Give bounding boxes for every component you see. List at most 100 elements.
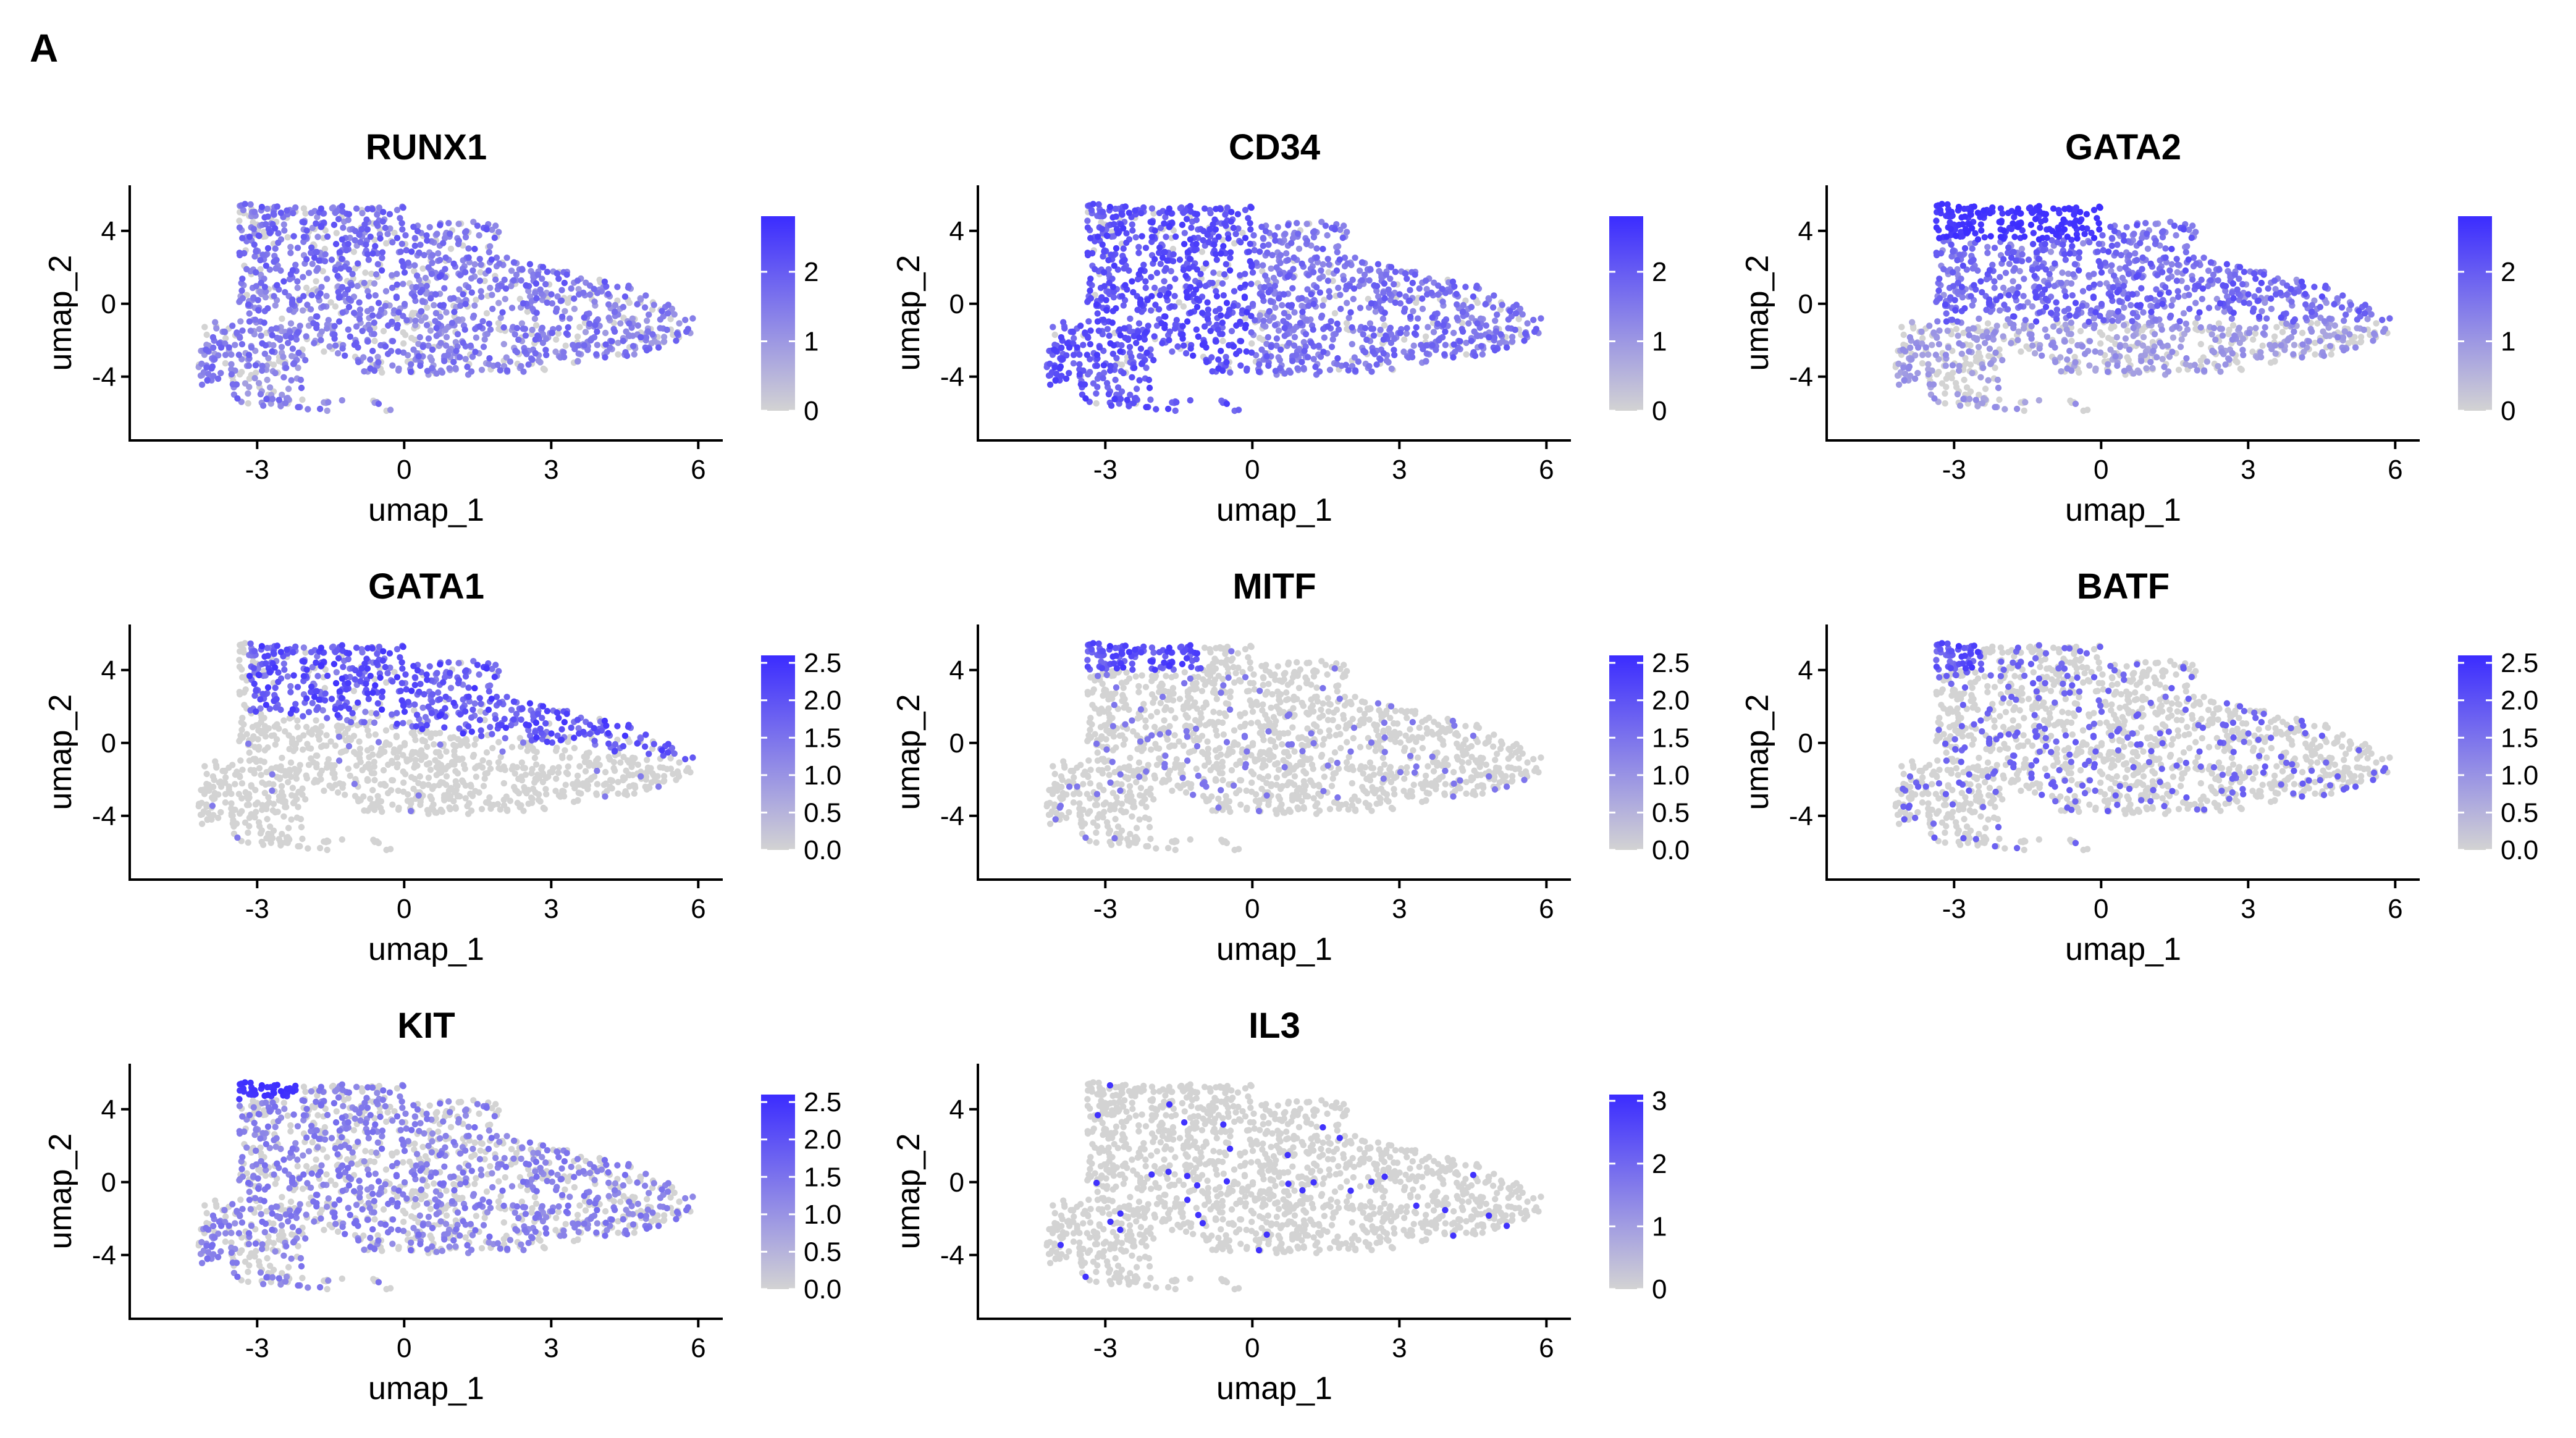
cell-point bbox=[612, 301, 619, 309]
y-axis-label: umap_2 bbox=[891, 255, 927, 371]
cell-point bbox=[1958, 284, 1965, 290]
cell-point bbox=[2126, 346, 2133, 353]
cell-point bbox=[1321, 334, 1328, 341]
cell-point bbox=[1256, 361, 1263, 368]
cell-point bbox=[398, 258, 405, 265]
cell-point bbox=[1997, 307, 2003, 314]
cell-point bbox=[308, 244, 315, 251]
cell-point bbox=[364, 226, 371, 233]
cell-point bbox=[2011, 266, 2018, 272]
cell-point bbox=[529, 326, 536, 334]
cell-point bbox=[503, 254, 510, 261]
cell-point bbox=[1281, 332, 1288, 339]
cell-point bbox=[1349, 324, 1355, 331]
cell-point bbox=[451, 308, 458, 316]
cell-point bbox=[673, 330, 681, 337]
cell-point bbox=[2069, 292, 2076, 299]
cell-point bbox=[2053, 306, 2060, 313]
cell-point bbox=[1969, 245, 1976, 252]
cell-point bbox=[1213, 256, 1221, 263]
cell-point bbox=[1159, 254, 1166, 261]
cell-point bbox=[1968, 258, 1974, 265]
cell-point bbox=[345, 295, 352, 302]
cell-point bbox=[558, 287, 565, 293]
cell-point bbox=[641, 304, 649, 311]
cell-point bbox=[1270, 314, 1277, 321]
y-tick-label: -4 bbox=[92, 362, 116, 392]
cell-point bbox=[2291, 328, 2297, 335]
cell-point bbox=[1207, 209, 1214, 217]
cell-point bbox=[1478, 343, 1485, 350]
cell-point bbox=[1161, 278, 1168, 285]
cell-point bbox=[2283, 291, 2291, 298]
cell-point bbox=[1247, 226, 1254, 233]
cell-point bbox=[2147, 358, 2154, 366]
cell-point bbox=[382, 303, 389, 309]
cell-point bbox=[445, 220, 452, 227]
cell-point bbox=[540, 365, 547, 372]
cell-point bbox=[1291, 334, 1299, 340]
cell-point bbox=[365, 293, 373, 300]
cell-point bbox=[625, 284, 632, 291]
cell-point bbox=[487, 243, 494, 250]
cell-point bbox=[255, 819, 263, 826]
cell-point bbox=[2241, 299, 2247, 306]
cell-point bbox=[1220, 292, 1227, 299]
cell-point bbox=[2271, 342, 2278, 349]
cell-point bbox=[1463, 351, 1470, 358]
cell-point bbox=[2114, 362, 2121, 369]
cell-point bbox=[374, 353, 381, 361]
cell-point bbox=[371, 776, 378, 784]
cell-point bbox=[1076, 351, 1083, 358]
cell-point bbox=[2147, 260, 2154, 267]
cell-point bbox=[2273, 291, 2279, 298]
cell-point bbox=[1126, 209, 1133, 216]
cell-point bbox=[238, 287, 245, 294]
color-bar-label: 2 bbox=[1652, 257, 1667, 287]
cell-point bbox=[1961, 376, 1968, 384]
cell-point bbox=[1092, 266, 1098, 272]
cell-point bbox=[2076, 249, 2083, 256]
cell-point bbox=[401, 301, 408, 308]
cell-point bbox=[222, 360, 229, 367]
cell-point bbox=[2130, 370, 2137, 377]
cell-point bbox=[511, 259, 518, 266]
cell-point bbox=[1336, 256, 1343, 263]
cell-point bbox=[2083, 211, 2090, 217]
cell-point bbox=[575, 358, 581, 365]
cell-point bbox=[1919, 360, 1926, 367]
cell-point bbox=[294, 723, 301, 731]
cell-point bbox=[497, 367, 503, 374]
cell-point bbox=[2081, 230, 2088, 237]
cell-point bbox=[1221, 220, 1228, 227]
cell-point bbox=[1969, 225, 1976, 232]
cell-point bbox=[2175, 293, 2182, 300]
cell-point bbox=[1237, 239, 1244, 246]
cell-point bbox=[2144, 230, 2150, 237]
cell-point bbox=[2317, 303, 2324, 311]
cell-point bbox=[1352, 367, 1359, 374]
cell-point bbox=[1100, 362, 1108, 369]
cell-point bbox=[2299, 354, 2305, 361]
cell-point bbox=[384, 350, 392, 358]
cell-point bbox=[554, 293, 561, 300]
cell-point bbox=[620, 337, 626, 345]
cell-point bbox=[255, 721, 262, 728]
cell-point bbox=[1960, 395, 1967, 403]
cell-point bbox=[1299, 260, 1305, 267]
cell-point bbox=[2010, 278, 2016, 285]
cell-point bbox=[1173, 399, 1180, 406]
cell-point bbox=[1474, 320, 1481, 327]
cell-point bbox=[1060, 319, 1067, 326]
cell-point bbox=[1367, 266, 1374, 273]
cell-point bbox=[1138, 209, 1145, 217]
cell-point bbox=[1457, 338, 1463, 345]
cell-point bbox=[2116, 298, 2123, 305]
cell-point bbox=[425, 342, 432, 349]
cell-point bbox=[571, 744, 578, 752]
cell-point bbox=[500, 324, 507, 331]
cell-point bbox=[673, 337, 680, 344]
cell-point bbox=[605, 314, 612, 321]
cell-point bbox=[354, 282, 361, 290]
cell-point bbox=[1906, 334, 1914, 341]
